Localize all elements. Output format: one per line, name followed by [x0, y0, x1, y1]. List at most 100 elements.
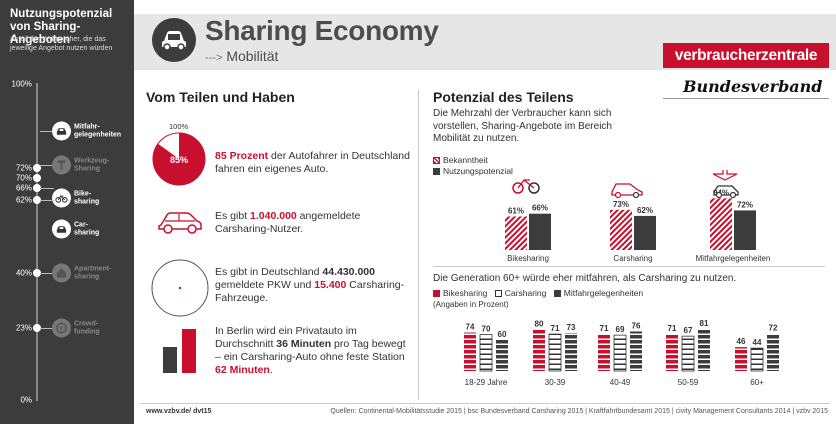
column-divider: [418, 90, 419, 400]
legend-item-car: Carsharing: [494, 288, 546, 298]
category-label: 50-59: [678, 378, 699, 387]
bar-value-label: 71: [551, 324, 560, 333]
page-title: Sharing Economy: [205, 15, 439, 46]
bar-ride: [767, 333, 779, 371]
sidebar-subtitle: Anteil der Verbraucher, die das jeweilig…: [10, 36, 113, 52]
scale-value-label: 23%: [15, 323, 32, 333]
bar-value-label: 73: [567, 323, 576, 332]
generation-chart-note: (Angaben in Prozent): [433, 300, 509, 309]
bar-value-label: 81: [700, 319, 709, 328]
coin-icon: €: [52, 318, 71, 338]
bar-known: [610, 209, 632, 250]
category-label: Carsharing: [613, 254, 652, 263]
legend-potential: Bekanntheit Nutzungspotenzial: [433, 155, 513, 177]
bar-value-label: 61%: [508, 206, 524, 215]
sidebar-item-label: Bike-sharing: [74, 190, 100, 205]
scale-value-label: 72%: [15, 163, 32, 173]
house-icon: [52, 263, 71, 283]
scale-dot: [33, 269, 41, 277]
bar-known: [710, 198, 732, 250]
scale-leader-line: [40, 131, 54, 132]
footer-divider: [140, 403, 830, 404]
sidebar-item-label: Mitfahr-gelegenheiten: [74, 123, 122, 138]
scale-bottom-label: 0%: [20, 395, 32, 405]
bar-ride: [698, 328, 710, 371]
text-vehicle-counts: Es gibt in Deutschland 44.430.000 gemeld…: [215, 266, 405, 304]
scale-axis: [36, 83, 38, 401]
sidebar-item-label: Crowd-funding: [74, 320, 100, 335]
bar-value-label: 71: [600, 324, 609, 333]
section-title-left: Vom Teilen und Haben: [146, 89, 295, 105]
scale-dot: [33, 174, 41, 182]
legend-item-known: Bekanntheit: [433, 155, 513, 166]
scale-leader-line: [40, 188, 54, 189]
sidebar-item: Bike-sharing: [52, 188, 130, 208]
legend-generation: Bikesharing Carsharing Mitfahrgelegenhei…: [433, 288, 648, 298]
sidebar-title: Nutzungspotenzial von Sharing-Angeboten: [10, 8, 113, 46]
hammer-icon: [52, 155, 71, 175]
sidebar-item: Mitfahr-gelegenheiten: [52, 121, 130, 141]
usage-time-bars-icon: [163, 329, 196, 373]
arrow-icon: --->: [205, 52, 223, 64]
brand-logo: verbraucherzentrale: [663, 43, 829, 68]
legend-item-ride: Mitfahrgelegenheiten: [553, 288, 643, 298]
scale-leader-line: [40, 328, 54, 329]
potential-bar-chart: 61%66%Bikesharing73%62%Carsharing94%72%M…: [505, 170, 771, 263]
scale-leader-line: [40, 165, 54, 166]
scale-value-label: 66%: [15, 183, 32, 193]
bar-ride: [496, 339, 508, 371]
car-icon: [52, 219, 71, 239]
bar-value-label: 60: [498, 330, 507, 339]
scale-leader-line: [40, 273, 54, 274]
bar-car: [613, 334, 627, 372]
bike-icon: [52, 188, 71, 208]
category-label: 60+: [750, 378, 764, 387]
car-icon: [52, 121, 71, 141]
bar-known: [505, 216, 527, 250]
bar-bike: [735, 347, 747, 371]
scale-top-label: 100%: [11, 79, 32, 89]
pie-slice: [153, 133, 205, 185]
bar-value-label: 72%: [737, 200, 753, 209]
generation-bar-chart: 74 70 60 18-29 Jahre 80 71 73 30-39 71 69 76 40-49 7…: [464, 319, 779, 387]
bar-value-label: 70: [482, 325, 491, 334]
footer-sources: Quellen: Continental-Mobilitätsstudie 20…: [330, 408, 828, 415]
sidebar-item: € Crowd-funding: [52, 318, 130, 338]
bar-value-label: 72: [769, 324, 778, 333]
category-label: Bikesharing: [507, 254, 549, 263]
bar-bike: [533, 329, 545, 371]
bar-car: [479, 334, 493, 372]
bar-value-label: 74: [466, 323, 475, 332]
bar-ride: [630, 331, 642, 371]
bar-value-label: 46: [737, 337, 746, 346]
text-car-ownership: 85 Prozent der Autofahrer in Deutschland…: [215, 150, 410, 175]
sidebar-item-label: Car-sharing: [74, 221, 100, 236]
section-title-right: Potenzial des Teilens: [433, 89, 574, 105]
bar-value-label: 66%: [532, 204, 548, 213]
bar-value-label: 80: [535, 319, 544, 328]
scale-dot: [33, 184, 41, 192]
pie-chart-85: 85%: [152, 132, 206, 186]
bar-potential: [529, 213, 551, 250]
section-description: Die Mehrzahl der Verbraucher kann sich v…: [433, 108, 612, 144]
footer-link[interactable]: www.vzbv.de/ dvt15: [146, 408, 212, 415]
svg-text:€: €: [60, 325, 64, 332]
bar-value-label: 67: [684, 326, 693, 335]
scale-value-label: 70%: [15, 173, 32, 183]
sidebar-item: Car-sharing: [52, 219, 130, 239]
generation-chart-title: Die Generation 60+ würde eher mitfahren,…: [433, 273, 737, 284]
car-icon: [152, 18, 196, 62]
legend-item-potential: Nutzungspotenzial: [433, 166, 513, 177]
car-count-circle-icon: [151, 259, 209, 317]
bike-icon: [512, 179, 540, 194]
bar-bike: [464, 332, 476, 371]
sidebar: Nutzungspotenzial von Sharing-Angeboten …: [0, 0, 134, 424]
category-label: Mitfahrgelegenheiten: [696, 254, 771, 263]
scale-dot: [33, 324, 41, 332]
category-label: 18-29 Jahre: [465, 378, 508, 387]
bar-bike: [666, 334, 678, 371]
sidebar-item: Apartment-sharing: [52, 263, 130, 283]
scale-value-label: 62%: [15, 195, 32, 205]
section-divider: [433, 266, 825, 267]
bar-value-label: 44: [753, 338, 762, 347]
